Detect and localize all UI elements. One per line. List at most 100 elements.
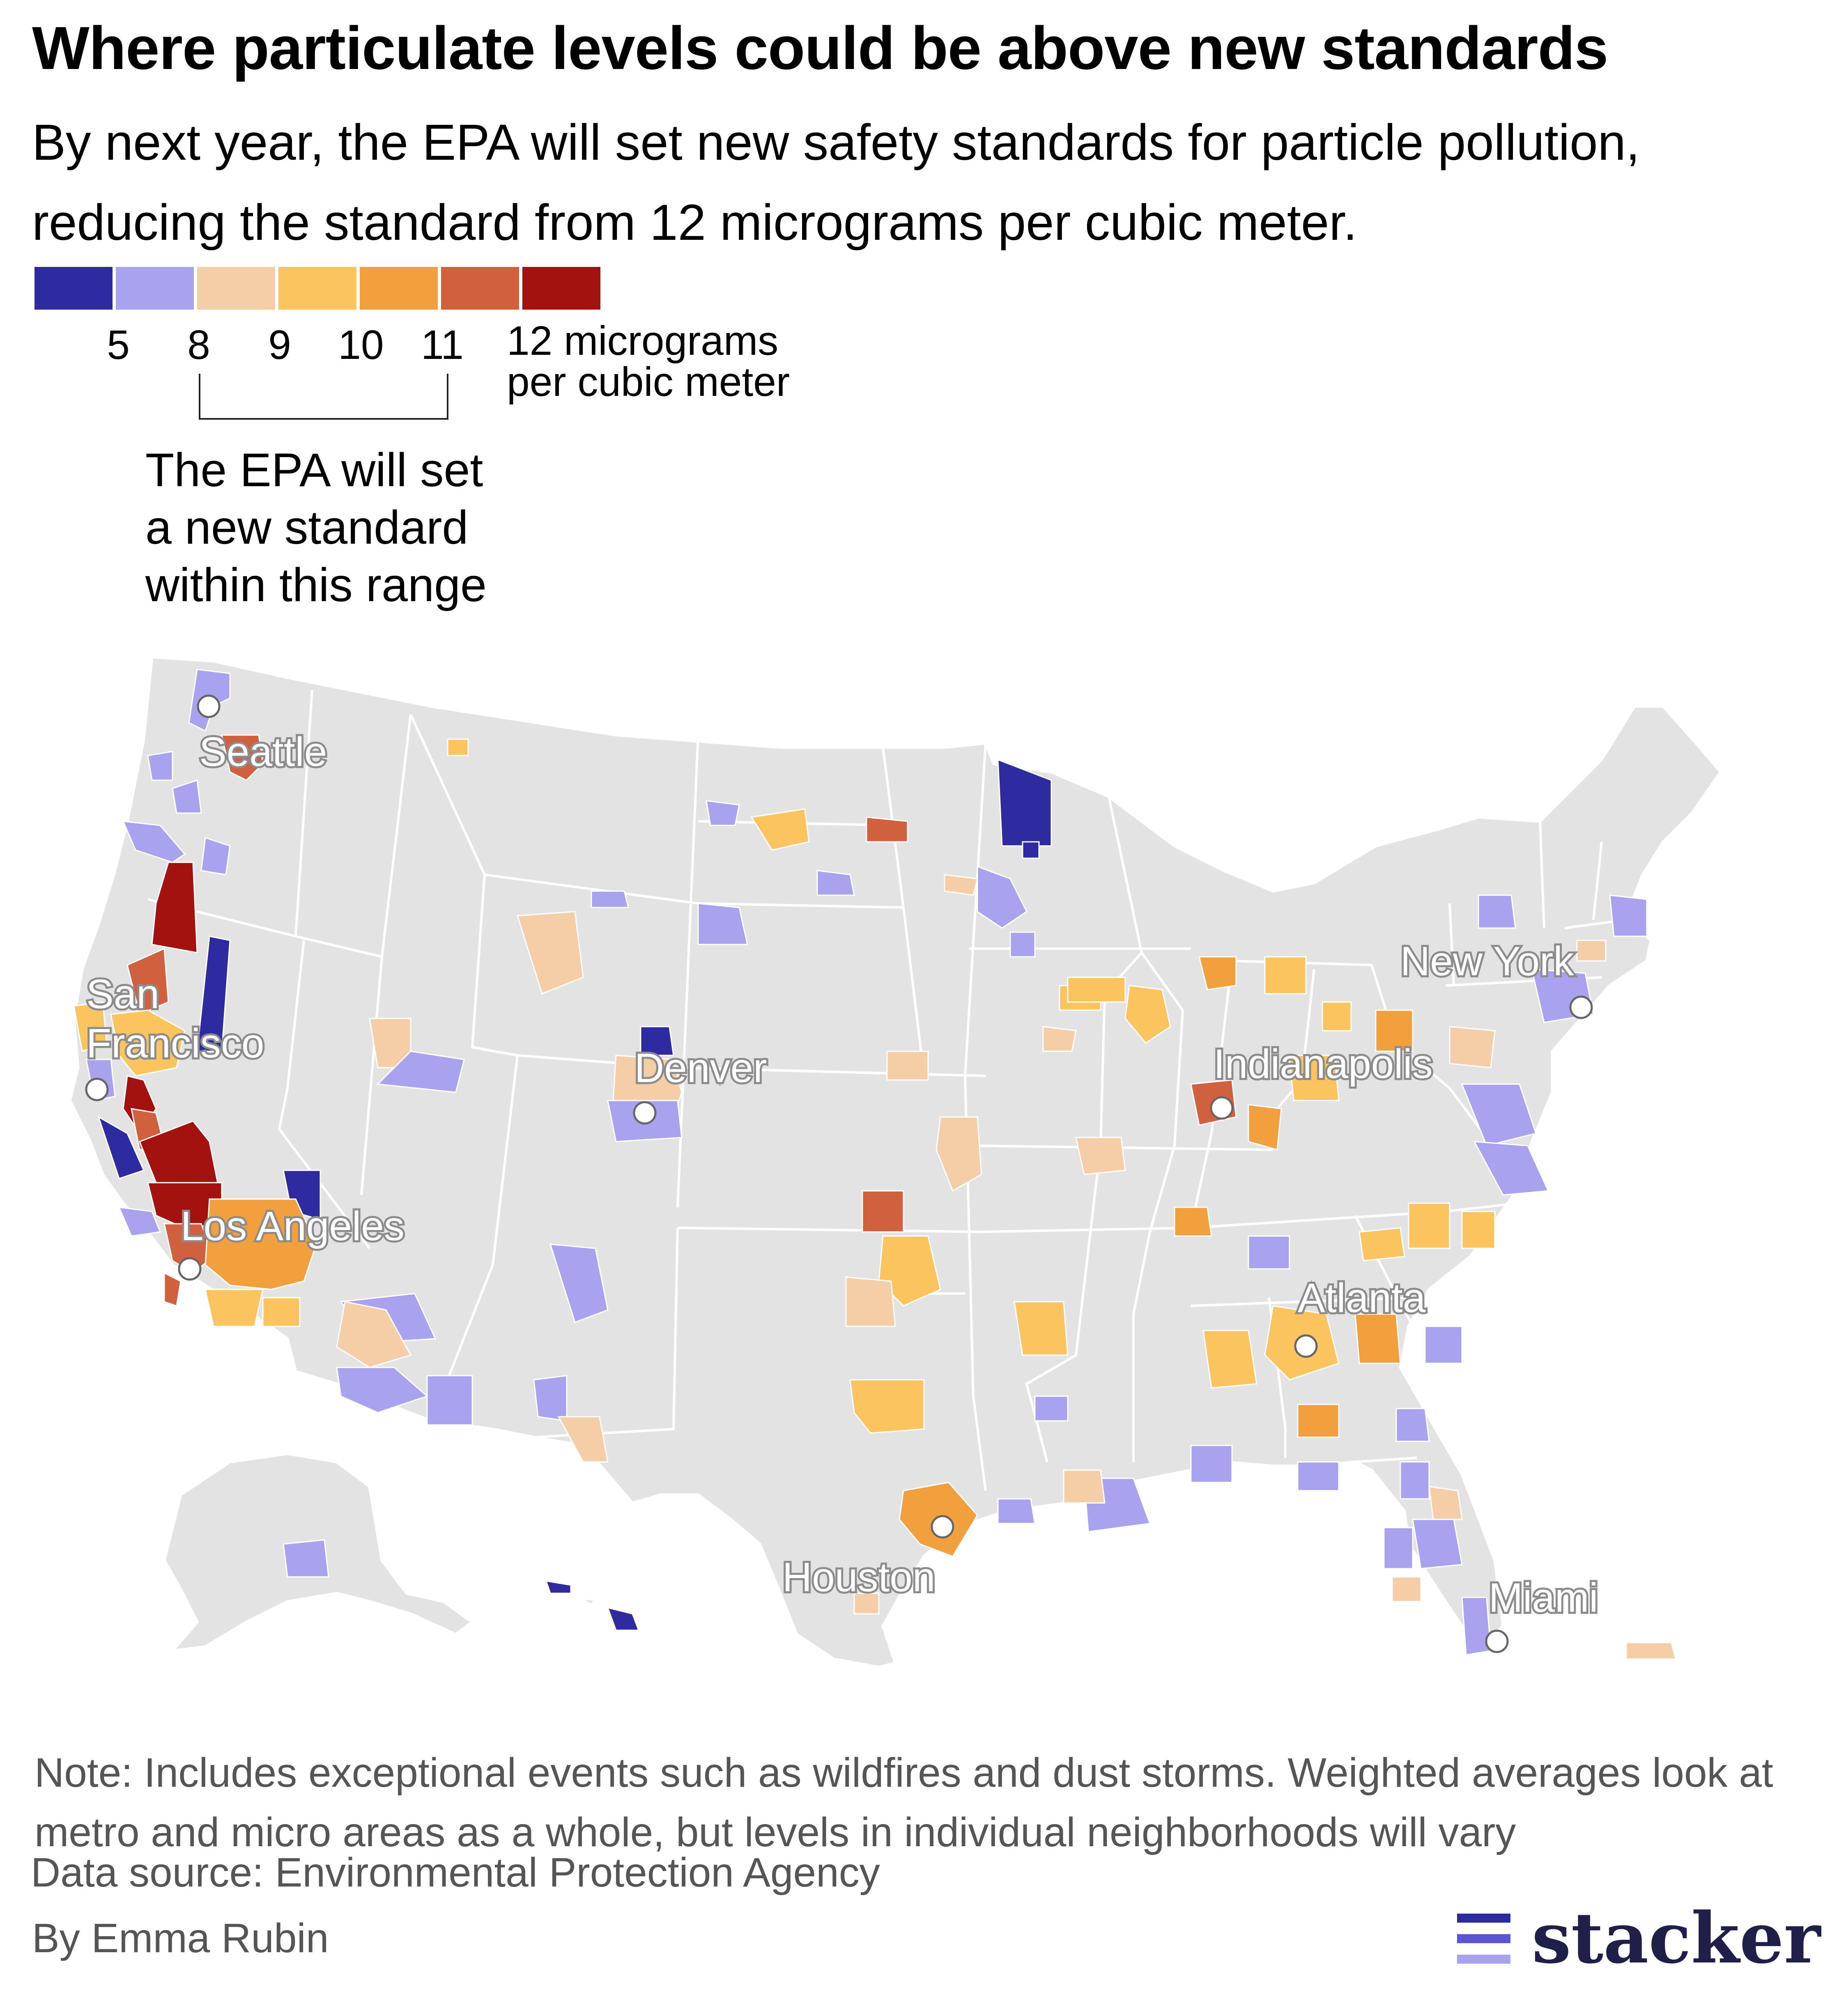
metro-nd-1 [706, 800, 740, 826]
legend-swatch-4 [278, 267, 356, 310]
logo-bar-3 [1457, 1955, 1510, 1964]
metro-fl-2 [1297, 1461, 1340, 1491]
footnote: Note: Includes exceptional events such a… [34, 1750, 1773, 1855]
metro-boston [1609, 894, 1648, 937]
metro-louisiana-1 [997, 1498, 1036, 1524]
us-map: Seattle San Francisco Los Angeles Denver… [68, 655, 1723, 1669]
metro-ks-red [862, 1190, 904, 1233]
metro-ga-coast [1395, 1408, 1430, 1442]
city-markers [85, 694, 1593, 1653]
city-dot-atlanta [1294, 1334, 1318, 1358]
metro-la [163, 1223, 214, 1274]
city-labels: Seattle San Francisco Los Angeles Denver… [84, 727, 1600, 1623]
metro-honolulu [545, 1580, 640, 1631]
city-dot-miami [1485, 1629, 1509, 1653]
metro-st-louis [1075, 1137, 1126, 1175]
city-dot-san-francisco [85, 1078, 109, 1101]
metro-tn-1 [1248, 1235, 1290, 1270]
metro-imperial [262, 1297, 301, 1327]
legend-swatch-1 [34, 267, 113, 310]
metro-oxnard [163, 1272, 182, 1307]
metro-va [1473, 1141, 1549, 1196]
metro-louisiana-3 [1063, 1469, 1106, 1504]
metro-ca-north-coast [73, 1001, 108, 1052]
metro-olympia [147, 751, 173, 781]
city-label-houston: Houston [782, 1554, 935, 1600]
city-label-los-angeles: Los Angeles [181, 1203, 405, 1249]
metro-pa-1 [1449, 1026, 1496, 1068]
metro-areas [73, 669, 1676, 1660]
legend-tick-11: 11 [421, 322, 464, 368]
legend-swatch-3 [197, 267, 275, 310]
city-dot-indianapolis [1210, 1096, 1234, 1120]
metro-nc-2 [1461, 1211, 1496, 1249]
city-label-san-francisco-line1: San [86, 971, 159, 1017]
metro-arizona-central [336, 1301, 412, 1368]
metro-dallas [849, 1379, 925, 1434]
metro-il-1 [1067, 977, 1126, 1003]
chart-subtitle: By next year, the EPA will set new safet… [32, 115, 1640, 251]
metro-sc-2 [1424, 1326, 1463, 1364]
metro-mn-north [997, 758, 1052, 847]
metro-mn-4 [944, 874, 978, 896]
metro-fl-coast [1428, 1486, 1463, 1520]
metro-el-paso [557, 1416, 609, 1463]
city-dot-denver [633, 1101, 657, 1125]
metro-ks-1 [886, 1050, 929, 1081]
metro-sacramento [110, 1009, 186, 1077]
data-source: Data source: Environmental Protection Ag… [31, 1850, 880, 1896]
metro-corpus [853, 1592, 880, 1615]
metro-nd-3 [866, 816, 908, 843]
legend-swatch-2 [116, 267, 194, 310]
metro-idaho-1 [447, 738, 469, 756]
metro-ok-2 [845, 1276, 896, 1327]
metro-portland [122, 820, 186, 863]
city-dot-new-york [1569, 995, 1593, 1019]
metro-phoenix [336, 1367, 428, 1413]
city-label-seattle: Seattle [199, 729, 327, 775]
logo-bar-1 [1457, 1914, 1510, 1923]
metro-kc [935, 1116, 982, 1192]
metro-oregon-east [200, 836, 231, 875]
metro-ms-1 [1034, 1395, 1069, 1422]
metro-nm-1 [549, 1243, 609, 1323]
legend-tick-10: 10 [338, 322, 384, 368]
stacker-logo: stacker [1437, 1897, 1827, 1979]
legend-swatch-6 [441, 267, 519, 310]
city-label-new-york: New York [1400, 938, 1574, 984]
legend-unit-line-2: per cubic meter [507, 359, 790, 405]
metro-ga-south [1297, 1404, 1340, 1438]
legend-tick-9: 9 [268, 322, 291, 368]
metro-tacoma [221, 734, 264, 781]
metro-michigan [1264, 956, 1307, 995]
metro-mn-5 [1009, 931, 1036, 958]
city-dot-los-angeles [178, 1257, 202, 1281]
metro-minneapolis [977, 865, 1027, 929]
metro-birmingham [1202, 1330, 1257, 1389]
range-note-line-2: a new standard [145, 501, 469, 554]
metro-sd-1 [816, 870, 855, 896]
metro-nevada-strip [196, 935, 231, 1052]
metro-monterey [97, 1115, 145, 1179]
legend-tick-8: 8 [187, 322, 210, 368]
metro-nm-2 [533, 1375, 568, 1422]
metro-sd-2 [697, 903, 748, 945]
metro-ohio-1 [1289, 1055, 1340, 1101]
metro-in-2 [1248, 1104, 1282, 1151]
metro-slo [118, 1206, 161, 1237]
metro-louisville [1174, 1206, 1212, 1237]
legend-swatch-7 [522, 267, 600, 310]
metro-oregon-red [151, 862, 198, 954]
legend-tick-5: 5 [107, 322, 130, 368]
city-label-miami: Miami [1489, 1575, 1598, 1621]
metro-riverside [205, 1198, 317, 1290]
legend-unit-label: 12 micrograms per cubic meter [507, 320, 876, 402]
metro-nc-1 [1408, 1202, 1450, 1249]
logo-wordmark: stacker [1532, 1897, 1821, 1979]
metro-ny-2 [1478, 894, 1516, 929]
metro-il-2 [1042, 1026, 1077, 1052]
city-label-san-francisco-line2: Francisco [86, 1020, 264, 1066]
metro-utah-1 [376, 1050, 465, 1093]
metro-chicago [1124, 985, 1171, 1044]
byline: By Emma Rubin [32, 1915, 329, 1961]
